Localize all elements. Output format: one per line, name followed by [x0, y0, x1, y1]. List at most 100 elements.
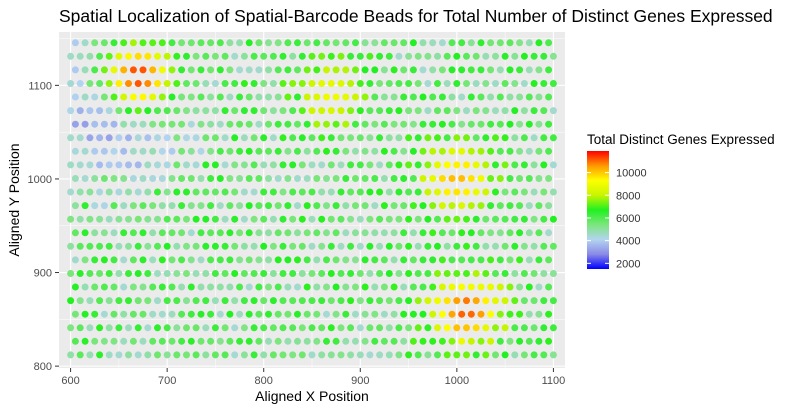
data-point [91, 175, 99, 182]
data-point [501, 242, 509, 250]
data-point [207, 147, 215, 155]
data-point [405, 52, 413, 60]
data-point [477, 66, 485, 74]
data-point [211, 188, 219, 196]
data-point [492, 80, 499, 87]
data-point [337, 161, 345, 169]
data-point [318, 107, 326, 115]
data-point [289, 52, 297, 60]
data-point [443, 161, 451, 169]
data-point [207, 39, 215, 47]
data-point [419, 147, 427, 155]
data-point [96, 297, 104, 305]
data-point [520, 107, 528, 115]
data-point [260, 107, 268, 115]
data-point [298, 161, 306, 169]
data-point [202, 52, 210, 60]
data-point [549, 52, 557, 60]
data-point [332, 175, 340, 182]
data-point [173, 161, 181, 169]
data-point [448, 310, 456, 318]
data-point [163, 324, 171, 332]
data-point [255, 256, 263, 264]
data-point [255, 283, 263, 291]
data-point [308, 215, 316, 223]
data-point [67, 52, 75, 60]
data-point [458, 229, 466, 237]
data-point [71, 202, 79, 210]
data-point [400, 66, 408, 74]
data-point [221, 161, 229, 169]
data-point [463, 297, 470, 305]
data-point [202, 80, 210, 87]
data-point [279, 161, 287, 169]
data-point [477, 93, 485, 101]
data-point [540, 324, 548, 332]
data-point [535, 202, 543, 210]
data-point [409, 120, 417, 128]
data-point [549, 107, 557, 115]
data-point [414, 215, 422, 223]
data-point [255, 120, 263, 128]
data-point [501, 324, 509, 332]
data-point [453, 297, 461, 305]
data-point [269, 107, 277, 115]
data-point [332, 337, 340, 345]
data-point [71, 39, 79, 47]
data-point [211, 52, 219, 60]
data-point [352, 310, 359, 318]
data-point [520, 80, 528, 87]
legend-tick-label: 4000 [616, 236, 640, 248]
data-point [81, 229, 89, 237]
data-point [100, 175, 108, 182]
data-point [197, 310, 205, 318]
data-point [154, 297, 161, 305]
data-point [414, 80, 422, 87]
data-point [390, 202, 398, 210]
data-point [129, 202, 137, 210]
data-point [380, 202, 388, 210]
data-point [125, 80, 132, 87]
data-point [525, 283, 533, 291]
data-point [207, 256, 215, 264]
data-point [245, 147, 253, 155]
data-point [405, 188, 413, 196]
data-point [390, 229, 398, 237]
data-point [323, 39, 330, 47]
data-point [313, 310, 321, 318]
data-point [260, 215, 268, 223]
data-point [289, 161, 297, 169]
data-point [139, 337, 147, 345]
data-point [458, 283, 466, 291]
data-point [67, 351, 75, 359]
data-point [545, 66, 553, 74]
data-point [134, 297, 142, 305]
data-point [173, 107, 181, 115]
data-point [409, 202, 417, 210]
data-point [366, 270, 374, 277]
data-point [86, 242, 94, 250]
data-point [226, 39, 234, 47]
data-point [163, 270, 171, 277]
data-point [424, 188, 432, 196]
data-point [183, 215, 190, 223]
data-point [487, 283, 495, 291]
data-point [453, 161, 461, 169]
data-point [549, 188, 557, 196]
data-point [448, 120, 456, 128]
data-point [332, 310, 340, 318]
data-point [496, 202, 504, 210]
data-point [458, 39, 466, 47]
data-point [202, 188, 210, 196]
data-point [511, 215, 519, 223]
data-point [467, 229, 475, 237]
data-point [337, 351, 345, 359]
data-point [178, 202, 186, 210]
data-point [347, 270, 355, 277]
data-point [125, 324, 132, 332]
x-tick-label: 600 [61, 375, 79, 387]
data-point [76, 161, 84, 169]
data-point [308, 188, 316, 196]
data-point [477, 175, 485, 182]
data-point [226, 93, 234, 101]
